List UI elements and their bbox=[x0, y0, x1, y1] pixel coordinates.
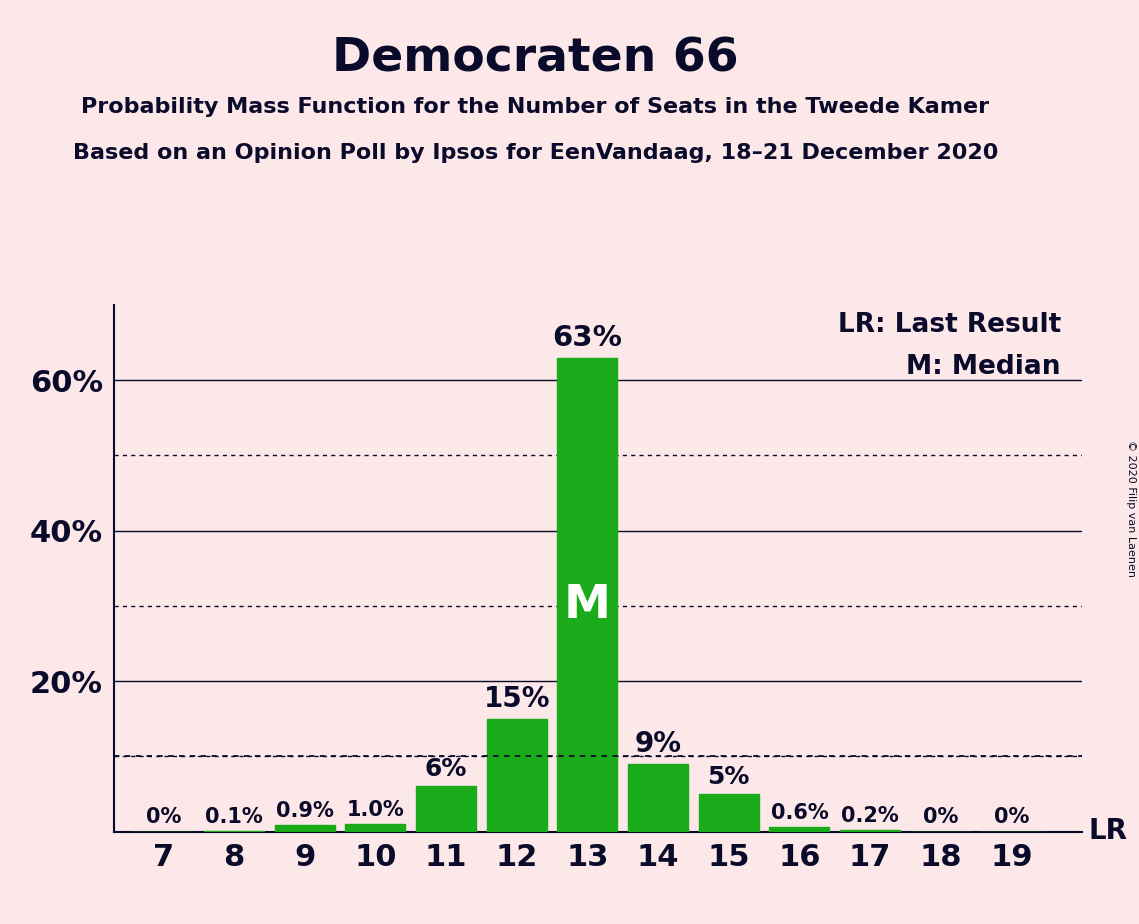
Text: Probability Mass Function for the Number of Seats in the Tweede Kamer: Probability Mass Function for the Number… bbox=[81, 97, 990, 117]
Text: LR: LR bbox=[1089, 817, 1128, 845]
Bar bbox=[839, 830, 900, 832]
Text: 0.1%: 0.1% bbox=[205, 807, 263, 827]
Text: 6%: 6% bbox=[425, 757, 467, 781]
Text: 0%: 0% bbox=[923, 807, 958, 827]
Text: 0.6%: 0.6% bbox=[770, 803, 828, 823]
Text: Democraten 66: Democraten 66 bbox=[331, 37, 739, 82]
Text: Based on an Opinion Poll by Ipsos for EenVandaag, 18–21 December 2020: Based on an Opinion Poll by Ipsos for Ee… bbox=[73, 143, 998, 164]
Bar bbox=[345, 824, 405, 832]
Text: 5%: 5% bbox=[707, 765, 749, 789]
Bar bbox=[416, 786, 476, 832]
Text: M: M bbox=[564, 583, 611, 628]
Text: 1.0%: 1.0% bbox=[346, 800, 404, 821]
Bar bbox=[698, 794, 759, 832]
Text: 0.2%: 0.2% bbox=[842, 807, 899, 826]
Bar bbox=[769, 827, 829, 832]
Text: © 2020 Filip van Laenen: © 2020 Filip van Laenen bbox=[1126, 440, 1136, 577]
Text: 0%: 0% bbox=[993, 807, 1029, 827]
Text: M: Median: M: Median bbox=[907, 354, 1060, 380]
Text: 0%: 0% bbox=[146, 807, 181, 827]
Text: 15%: 15% bbox=[483, 685, 550, 712]
Text: LR: Last Result: LR: Last Result bbox=[837, 312, 1060, 338]
Text: 63%: 63% bbox=[552, 323, 622, 351]
Text: 9%: 9% bbox=[634, 730, 681, 758]
Bar bbox=[486, 719, 547, 832]
Bar bbox=[274, 825, 335, 832]
Text: 0.9%: 0.9% bbox=[276, 801, 334, 821]
Bar bbox=[557, 358, 617, 832]
Bar bbox=[628, 764, 688, 832]
